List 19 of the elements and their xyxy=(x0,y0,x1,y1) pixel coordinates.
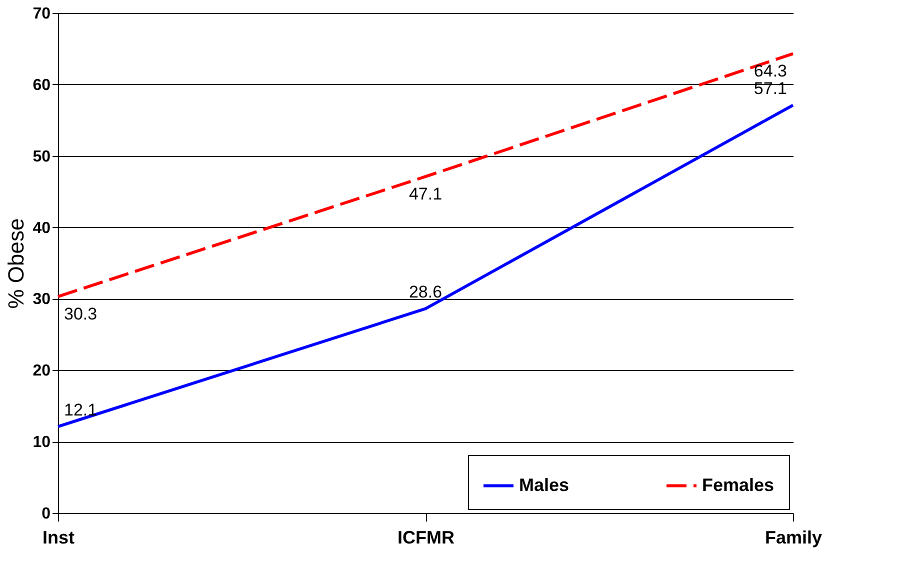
data-label: 30.3 xyxy=(64,304,98,324)
y-tick-label: 20 xyxy=(32,362,51,380)
data-label: 64.3 xyxy=(754,62,787,81)
y-axis-title: % Obese xyxy=(4,218,29,309)
data-label: 47.1 xyxy=(408,184,442,204)
x-tick-label: Inst xyxy=(42,528,75,548)
y-tick-label: 0 xyxy=(42,506,51,522)
x-tick-label: Family xyxy=(764,528,822,548)
legend-label: Males xyxy=(519,474,570,495)
data-label: 12.1 xyxy=(64,400,98,420)
y-tick-label: 10 xyxy=(32,434,51,452)
y-tick-label: 30 xyxy=(32,291,51,308)
y-tick-label: 40 xyxy=(32,220,51,237)
y-tick-label: 50 xyxy=(32,148,51,166)
data-label: 28.6 xyxy=(408,282,442,302)
y-tick-label: 70 xyxy=(32,6,51,22)
legend-label: Females xyxy=(702,474,774,495)
y-tick-label: 60 xyxy=(32,76,51,94)
x-tick-label: ICFMR xyxy=(398,528,454,548)
